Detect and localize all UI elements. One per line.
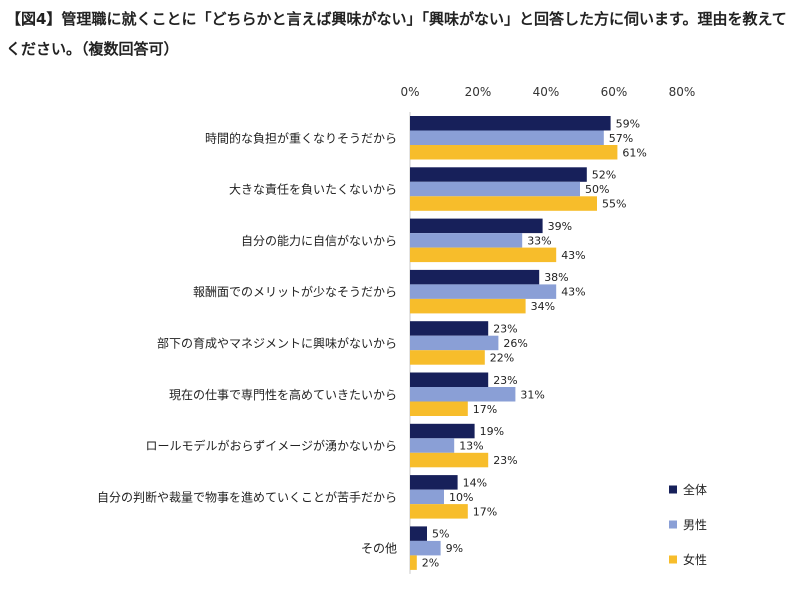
category-label: 自分の判断や裁量で物事を進めていくことが苦手だから [97, 489, 397, 504]
bar-全体 [410, 526, 427, 541]
data-label: 38% [544, 271, 568, 284]
category-label: 報酬面でのメリットが少なそうだから [193, 284, 397, 299]
bar-全体 [410, 269, 540, 285]
data-label: 52% [592, 169, 616, 182]
bar-男性 [410, 540, 441, 556]
legend-swatch-全体 [669, 485, 677, 494]
data-label: 9% [446, 542, 463, 555]
data-label: 5% [432, 528, 449, 541]
x-tick-label: 40% [533, 85, 560, 99]
bar-女性 [410, 247, 557, 263]
data-label: 43% [561, 249, 585, 262]
data-label: 23% [493, 322, 517, 335]
data-label: 10% [449, 491, 473, 504]
bar-全体 [410, 167, 587, 182]
data-label: 59% [616, 117, 640, 130]
data-label: 33% [527, 234, 551, 247]
bar-女性 [410, 350, 485, 365]
legend-label-男性: 男性 [683, 518, 707, 532]
category-label: 時間的な負担が重くなりそうだから [205, 130, 397, 145]
bar-全体 [410, 116, 611, 131]
category-label: 部下の育成やマネジメントに興味がないから [157, 335, 397, 350]
legend-label-全体: 全体 [683, 482, 707, 497]
category-label: ロールモデルがおらずイメージが湧かないから [145, 438, 397, 453]
data-label: 23% [493, 374, 517, 387]
x-tick-label: 60% [601, 85, 628, 99]
category-label: 現在の仕事で専門性を高めていきたいから [169, 387, 397, 402]
bars [410, 116, 618, 570]
category-labels: 時間的な負担が重くなりそうだから大きな責任を負いたくないから自分の能力に自信がな… [97, 130, 397, 555]
bar-女性 [410, 298, 526, 314]
bar-全体 [410, 475, 458, 490]
bar-男性 [410, 335, 499, 351]
data-label: 17% [473, 505, 497, 518]
x-tick-label: 0% [400, 85, 419, 99]
data-label: 55% [602, 198, 626, 211]
x-tick-label: 80% [669, 85, 696, 99]
legend-swatch-男性 [669, 520, 677, 529]
legend-swatch-女性 [669, 555, 677, 564]
data-label: 14% [463, 476, 487, 489]
data-label: 43% [561, 286, 585, 299]
category-label: その他 [361, 542, 397, 556]
bar-女性 [410, 452, 489, 468]
bar-全体 [410, 218, 543, 234]
bar-男性 [410, 438, 455, 453]
data-label: 39% [548, 220, 572, 233]
bar-男性 [410, 233, 523, 248]
data-label: 23% [493, 454, 517, 467]
bar-全体 [410, 423, 475, 439]
data-label: 57% [609, 132, 633, 145]
data-label: 22% [490, 351, 514, 364]
bar-男性 [410, 284, 557, 299]
bar-全体 [410, 321, 489, 336]
data-label: 17% [473, 403, 497, 416]
category-label: 大きな責任を負いたくないから [229, 183, 397, 197]
data-label: 50% [585, 183, 609, 196]
data-label: 61% [622, 146, 646, 159]
data-label: 2% [422, 557, 439, 570]
bar-女性 [410, 504, 468, 519]
data-label: 19% [480, 425, 504, 438]
chart-title: 【図4】管理職に就くことに「どちらかと言えば興味がない」「興味がない」と回答した… [6, 10, 787, 58]
bar-全体 [410, 372, 489, 387]
category-label: 自分の能力に自信がないから [241, 233, 397, 248]
bar-女性 [410, 196, 597, 211]
bar-男性 [410, 489, 444, 505]
bar-女性 [410, 145, 618, 160]
data-label: 13% [459, 440, 483, 453]
x-tick-label: 20% [465, 85, 492, 99]
bar-男性 [410, 130, 604, 145]
legend-label-女性: 女性 [683, 552, 707, 567]
data-label: 26% [503, 337, 527, 350]
value-labels: 59% 57%61% 52%50% 55% 39%33% 43% 38% 43% 34% 23% 2… [422, 117, 647, 569]
bar-女性 [410, 555, 417, 570]
x-axis-ticks: 0% 20% 40% 60% 80% [400, 85, 695, 99]
bar-女性 [410, 401, 468, 416]
data-label: 31% [520, 388, 544, 401]
data-label: 34% [531, 300, 555, 313]
bar-男性 [410, 181, 580, 197]
bar-男性 [410, 387, 516, 402]
